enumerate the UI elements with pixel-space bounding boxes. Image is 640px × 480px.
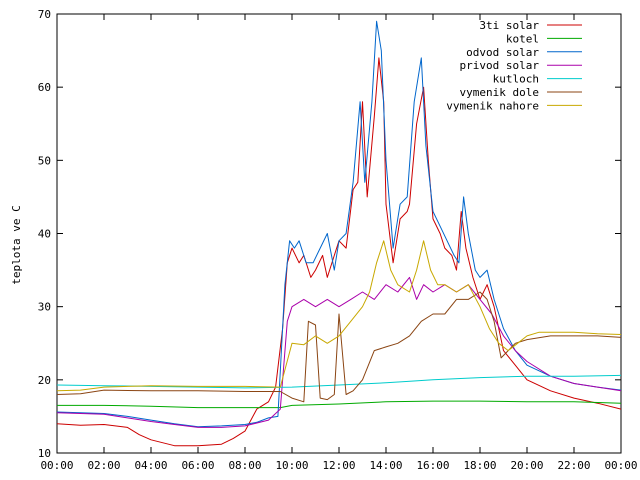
legend-label: odvod solar	[466, 46, 539, 59]
x-tick-label: 14:00	[369, 459, 402, 472]
legend-label: kutloch	[493, 73, 539, 86]
plot-area	[56, 20, 622, 447]
x-tick-label: 12:00	[322, 459, 355, 472]
x-tick-label: 18:00	[463, 459, 496, 472]
y-tick-label: 60	[38, 81, 51, 94]
x-tick-label: 04:00	[134, 459, 167, 472]
series-line-vymenik-dole	[56, 291, 622, 403]
series-line-vymenik-nahore	[56, 240, 622, 392]
x-tick-label: 08:00	[228, 459, 261, 472]
x-tick-label: 22:00	[557, 459, 590, 472]
x-tick-label: 16:00	[416, 459, 449, 472]
y-tick-label: 40	[38, 228, 51, 241]
legend-label: vymenik nahore	[446, 99, 539, 112]
legend-label: kotel	[506, 32, 539, 45]
series-line-odvod-solar	[56, 20, 622, 428]
y-axis-label: teplota ve C	[10, 205, 23, 284]
series-line-kutloch	[56, 374, 622, 389]
legend-label: vymenik dole	[460, 86, 539, 99]
x-tick-label: 00:00	[604, 459, 637, 472]
y-tick-label: 30	[38, 301, 51, 314]
x-tick-label: 02:00	[87, 459, 120, 472]
y-tick-label: 50	[38, 154, 51, 167]
x-tick-label: 00:00	[40, 459, 73, 472]
chart-axes: 10 20 30 40 50 60 70 00:00 02:00 04:00 06:00 08:00 1…	[38, 8, 638, 472]
y-tick-label: 70	[38, 8, 51, 21]
y-tick-label: 10	[38, 447, 51, 460]
legend-label: 3ti solar	[479, 19, 539, 32]
series-line-3ti-solar	[56, 57, 622, 447]
y-tick-label: 20	[38, 374, 51, 387]
x-tick-label: 20:00	[510, 459, 543, 472]
legend-label: privod solar	[460, 59, 540, 72]
series-line-kotel	[57, 400, 622, 409]
series-line-privod-solar	[56, 276, 622, 428]
x-tick-label: 10:00	[275, 459, 308, 472]
x-tick-label: 06:00	[181, 459, 214, 472]
